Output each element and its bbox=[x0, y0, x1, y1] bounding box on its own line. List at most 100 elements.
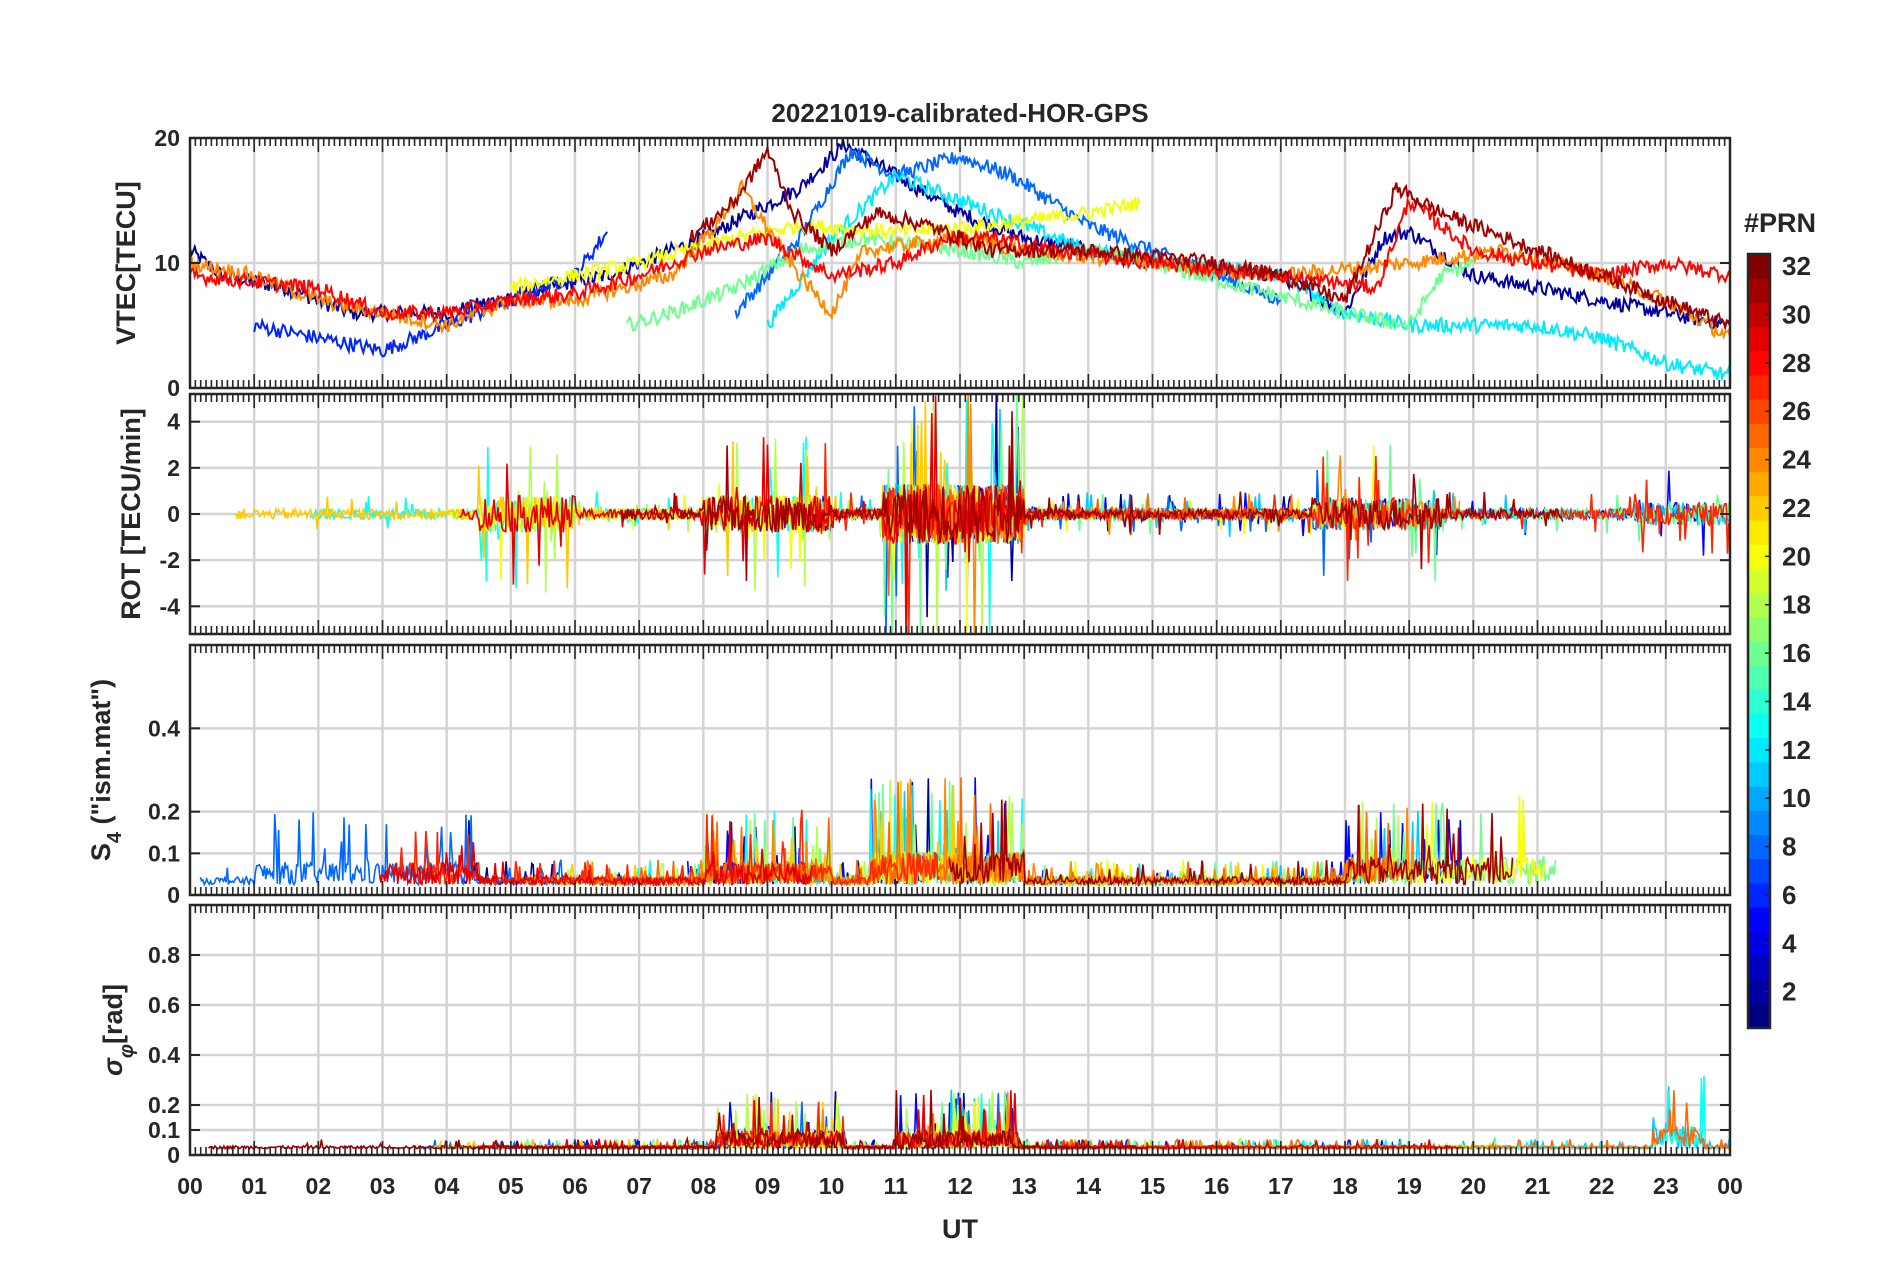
vtec-trace-prn-16 bbox=[625, 231, 1475, 332]
panel-vtec-ylabel: VTEC[TECU] bbox=[111, 181, 141, 345]
panel-rot-ytick-label: -2 bbox=[160, 547, 180, 573]
sigphi-trace-prn-31 bbox=[207, 1089, 1142, 1151]
colorbar-tick-label: 10 bbox=[1782, 783, 1811, 813]
colorbar-cell-prn-29 bbox=[1748, 326, 1770, 352]
x-tick-label: 23 bbox=[1653, 1173, 1679, 1199]
panel-sigphi-traces bbox=[207, 1075, 1730, 1152]
panel-vtec: 0 10 20 VTEC[TECU] bbox=[111, 125, 1732, 401]
panel-sigphi-minor-ticks bbox=[189, 905, 1731, 1155]
colorbar-cell-prn-24 bbox=[1748, 447, 1770, 473]
panel-s4-ylabel-sub: 4 bbox=[104, 831, 126, 843]
colorbar-cell-prn-31 bbox=[1748, 278, 1770, 303]
panel-s4-ylabel: S4 ("ism.mat") bbox=[86, 679, 126, 861]
panel-s4-ylabel-main: S bbox=[86, 843, 116, 861]
x-tick-label: 15 bbox=[1140, 1173, 1166, 1199]
panel-sigphi-ytick-label: 0.8 bbox=[148, 942, 180, 968]
colorbar-tick-label: 28 bbox=[1782, 348, 1811, 378]
s4-trace-prn-27 bbox=[394, 809, 940, 888]
colorbar-cell-prn-7 bbox=[1748, 858, 1770, 884]
x-tick-label: 17 bbox=[1268, 1173, 1294, 1199]
colorbar-cell-prn-6 bbox=[1748, 882, 1770, 908]
panel-sigphi-ytick-label: 0.1 bbox=[148, 1117, 180, 1143]
vtec-trace-prn-20 bbox=[509, 195, 1141, 294]
panel-sigphi-ytick-label: 0.6 bbox=[148, 992, 180, 1018]
colorbar-tick-label: 6 bbox=[1782, 880, 1796, 910]
x-tick-label: 19 bbox=[1396, 1173, 1422, 1199]
panel-rot-minor-ticks bbox=[189, 394, 1731, 634]
panel-sigphi: 00.10.2 0.4 0.6 0.8 σφ[rad] bbox=[98, 903, 1732, 1168]
s4-trace-prn-31 bbox=[948, 799, 1514, 888]
panel-vtec-ytick-label: 10 bbox=[154, 250, 180, 276]
panel-vtec-grid bbox=[190, 138, 1730, 388]
colorbar-tick-label: 32 bbox=[1782, 251, 1811, 281]
x-tick-label: 05 bbox=[498, 1173, 524, 1199]
colorbar-cell-prn-25 bbox=[1748, 423, 1770, 448]
panel-rot-ytick-label: -4 bbox=[160, 593, 181, 619]
panel-s4-traces bbox=[199, 777, 1557, 888]
colorbar-cell-prn-32 bbox=[1748, 254, 1770, 279]
x-tick-label: 16 bbox=[1204, 1173, 1230, 1199]
colorbar-cell-prn-20 bbox=[1748, 544, 1770, 569]
colorbar-tick-label: 20 bbox=[1782, 541, 1811, 571]
colorbar-cell-prn-18 bbox=[1748, 592, 1770, 618]
x-tick-label: 00 bbox=[1717, 1173, 1743, 1199]
colorbar-cell-prn-22 bbox=[1748, 495, 1770, 521]
vtec-trace-prn-28 bbox=[190, 196, 1730, 324]
colorbar-tick-label: 24 bbox=[1782, 445, 1811, 475]
panel-vtec-minor-ticks bbox=[189, 138, 1731, 388]
colorbar-cell-prn-9 bbox=[1748, 810, 1770, 835]
x-tick-label: 20 bbox=[1461, 1173, 1487, 1199]
x-tick-label: 21 bbox=[1525, 1173, 1551, 1199]
panel-sigphi-ylabel-rest: [rad] bbox=[98, 984, 128, 1044]
panel-rot-traces bbox=[234, 394, 1730, 634]
colorbar-cell-prn-10 bbox=[1748, 786, 1770, 811]
colorbar-tick-label: 12 bbox=[1782, 735, 1811, 765]
colorbar-cell-prn-15 bbox=[1748, 665, 1770, 690]
panel-rot: -4 -2 0 2 4 ROT [TECU/min] bbox=[116, 392, 1732, 636]
panel-sigphi-ylabel-sub: φ bbox=[116, 1044, 138, 1058]
panel-s4-ylabel-rest: ("ism.mat") bbox=[86, 679, 116, 832]
x-tick-label: 08 bbox=[691, 1173, 717, 1199]
x-tick-label: 00 bbox=[177, 1173, 203, 1199]
colorbar-tick-label: 4 bbox=[1782, 928, 1797, 958]
x-tick-label: 13 bbox=[1011, 1173, 1037, 1199]
colorbar-cell-prn-2 bbox=[1748, 979, 1770, 1005]
colorbar-cell-prn-16 bbox=[1748, 641, 1770, 666]
vtec-trace-prn-31 bbox=[689, 144, 1730, 332]
vtec-trace-prn-6 bbox=[253, 231, 608, 358]
panel-sigphi-ytick-label: 0.4 bbox=[148, 1042, 180, 1068]
colorbar-cell-prn-5 bbox=[1748, 907, 1770, 932]
colorbar-cell-prn-12 bbox=[1748, 737, 1770, 763]
colorbar-cell-prn-14 bbox=[1748, 689, 1770, 715]
colorbar-cell-prn-21 bbox=[1748, 520, 1770, 545]
x-tick-label: 14 bbox=[1076, 1173, 1102, 1199]
colorbar-tick-label: 18 bbox=[1782, 590, 1811, 620]
panel-sigphi-ylabel-main: σ bbox=[98, 1057, 128, 1076]
x-tick-label: 06 bbox=[562, 1173, 588, 1199]
colorbar-tick-label: 2 bbox=[1782, 977, 1796, 1007]
panel-sigphi-ylabel: σφ[rad] bbox=[98, 984, 138, 1076]
x-tick-label: 10 bbox=[819, 1173, 845, 1199]
panel-s4-ytick-label: 0.1 bbox=[148, 840, 180, 866]
panel-vtec-y-ticks: 0 10 20 bbox=[154, 125, 1730, 401]
rot-trace-prn-31 bbox=[621, 411, 1564, 581]
colorbar-tick-label: 30 bbox=[1782, 299, 1811, 329]
panel-vtec-traces bbox=[190, 138, 1730, 383]
panel-rot-ytick-label: 2 bbox=[167, 455, 180, 481]
panel-rot-y-ticks: -4 -2 0 2 4 bbox=[160, 409, 1730, 619]
panel-sigphi-ytick-label: 0 bbox=[167, 1142, 180, 1168]
colorbar-tick-label: 22 bbox=[1782, 493, 1811, 523]
panel-sigphi-grid bbox=[190, 905, 1730, 1155]
panel-s4-ytick-label: 0.4 bbox=[148, 715, 180, 741]
x-tick-label: 18 bbox=[1332, 1173, 1358, 1199]
panel-rot-ylabel: ROT [TECU/min] bbox=[116, 408, 146, 619]
x-tick-label: 09 bbox=[755, 1173, 781, 1199]
panel-vtec-ytick-label: 0 bbox=[167, 375, 180, 401]
panel-rot-ytick-label: 0 bbox=[167, 501, 180, 527]
panel-s4-frame bbox=[188, 643, 1732, 897]
panel-sigphi-y-ticks: 00.10.2 0.4 0.6 0.8 bbox=[148, 942, 1730, 1168]
colorbar-tick-label: 26 bbox=[1782, 396, 1811, 426]
colorbar-cell-prn-30 bbox=[1748, 302, 1770, 328]
